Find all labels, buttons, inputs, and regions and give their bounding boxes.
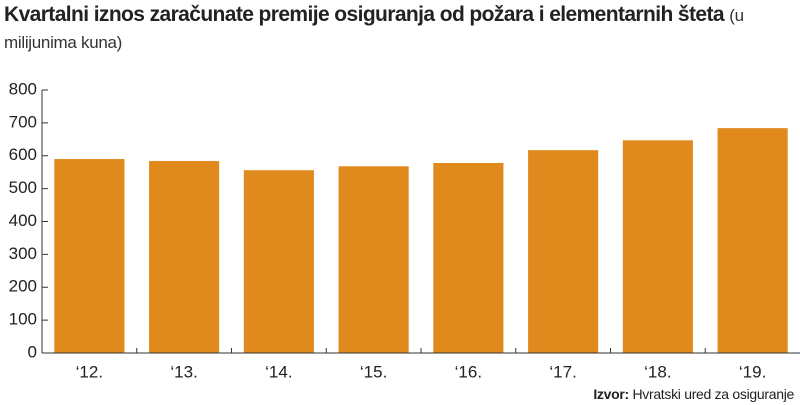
y-tick-label: 100 xyxy=(9,310,37,329)
y-tick-label: 500 xyxy=(9,178,37,197)
x-tick-label: ‘14. xyxy=(265,362,292,381)
chart-subtitle: (u milijunima kuna) xyxy=(4,6,744,52)
bar xyxy=(54,159,125,353)
bar xyxy=(149,161,220,353)
header: Kvartalni iznos zaračunate premije osigu… xyxy=(4,2,784,56)
source-label: Izvor: xyxy=(593,386,629,402)
y-tick-label: 600 xyxy=(9,145,37,164)
y-tick-label: 700 xyxy=(9,112,37,131)
x-tick-label: ‘18. xyxy=(644,362,671,381)
bar xyxy=(433,162,504,353)
bar xyxy=(622,140,693,353)
y-tick-label: 800 xyxy=(9,79,37,98)
chart-title: Kvartalni iznos zaračunate premije osigu… xyxy=(4,3,725,26)
x-tick-label: ‘15. xyxy=(360,362,387,381)
x-tick-label: ‘13. xyxy=(170,362,197,381)
bar xyxy=(717,128,788,353)
bar xyxy=(528,150,599,353)
y-tick-label: 0 xyxy=(28,342,37,361)
y-tick-label: 300 xyxy=(9,244,37,263)
source-text: Hvratski ured za osiguranje xyxy=(632,386,794,402)
bar xyxy=(243,170,314,353)
bar xyxy=(338,166,409,353)
y-tick-label: 200 xyxy=(9,277,37,296)
source: Izvor: Hvratski ured za osiguranje xyxy=(593,386,794,402)
y-tick-label: 400 xyxy=(9,211,37,230)
x-tick-label: ‘12. xyxy=(76,362,103,381)
x-tick-label: ‘19. xyxy=(739,362,766,381)
x-tick-label: ‘17. xyxy=(549,362,576,381)
x-tick-label: ‘16. xyxy=(455,362,482,381)
